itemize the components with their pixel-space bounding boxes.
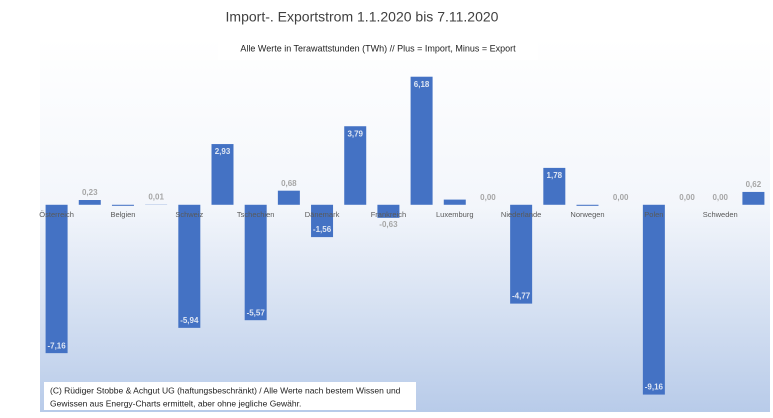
bar	[443, 199, 466, 205]
x-tick-label: Schweden	[703, 210, 738, 219]
bar	[178, 204, 201, 328]
data-label: -9,16	[645, 383, 664, 392]
data-label: -5,94	[180, 316, 199, 325]
x-tick-label: Belgien	[110, 210, 135, 219]
chart-title: Import-. Exportstrom 1.1.2020 bis 7.11.2…	[226, 9, 499, 25]
bar	[45, 204, 68, 354]
x-tick-label: Polen	[644, 210, 663, 219]
bar	[111, 204, 134, 206]
data-label: -0,63	[379, 220, 398, 229]
x-tick-label: Schweiz	[175, 210, 203, 219]
bar	[510, 204, 533, 304]
bar	[543, 167, 566, 205]
data-label: 0,01	[148, 193, 164, 202]
data-label: 0,00	[480, 193, 496, 202]
data-label: 0,62	[746, 180, 762, 189]
data-label: -5,57	[247, 308, 266, 317]
footnote-box	[44, 382, 416, 410]
footnote: Gewissen aus Energy-Charts ermittelt, ab…	[50, 398, 301, 408]
x-tick-label: Frankreich	[371, 210, 406, 219]
bar	[244, 204, 267, 321]
bar	[576, 204, 599, 206]
data-label: 2,93	[215, 147, 231, 156]
data-label: 0,00	[712, 193, 728, 202]
bar	[344, 126, 367, 205]
footnote: (C) Rüdiger Stobbe & Achgut UG (haftungs…	[50, 385, 401, 395]
data-label: 0,00	[613, 193, 629, 202]
data-label: 1,78	[547, 171, 563, 180]
x-tick-label: Norwegen	[570, 210, 604, 219]
data-label: 3,79	[347, 129, 363, 138]
x-tick-label: Niederlande	[501, 210, 541, 219]
data-label: -7,16	[47, 341, 66, 350]
data-label: -1,56	[313, 225, 332, 234]
data-label: -4,77	[512, 292, 531, 301]
subtitle: Alle Werte in Terawattstunden (TWh) // P…	[240, 43, 516, 53]
bar	[642, 204, 665, 395]
x-tick-label: Tschechien	[237, 210, 275, 219]
x-tick-label: Luxemburg	[436, 210, 474, 219]
data-label: 0,68	[281, 179, 297, 188]
bar	[311, 204, 334, 238]
data-label: 0,00	[679, 193, 695, 202]
bar	[377, 204, 400, 218]
bar	[78, 200, 101, 205]
data-label: 0,23	[82, 188, 98, 197]
bar	[410, 76, 433, 205]
bar	[277, 190, 300, 205]
bar	[742, 191, 765, 205]
subtitle-box	[218, 39, 538, 60]
x-tick-label: Österreich	[39, 210, 74, 219]
bar	[211, 144, 234, 205]
data-label: 6,18	[414, 80, 430, 89]
x-tick-label: Dänemark	[305, 210, 340, 219]
